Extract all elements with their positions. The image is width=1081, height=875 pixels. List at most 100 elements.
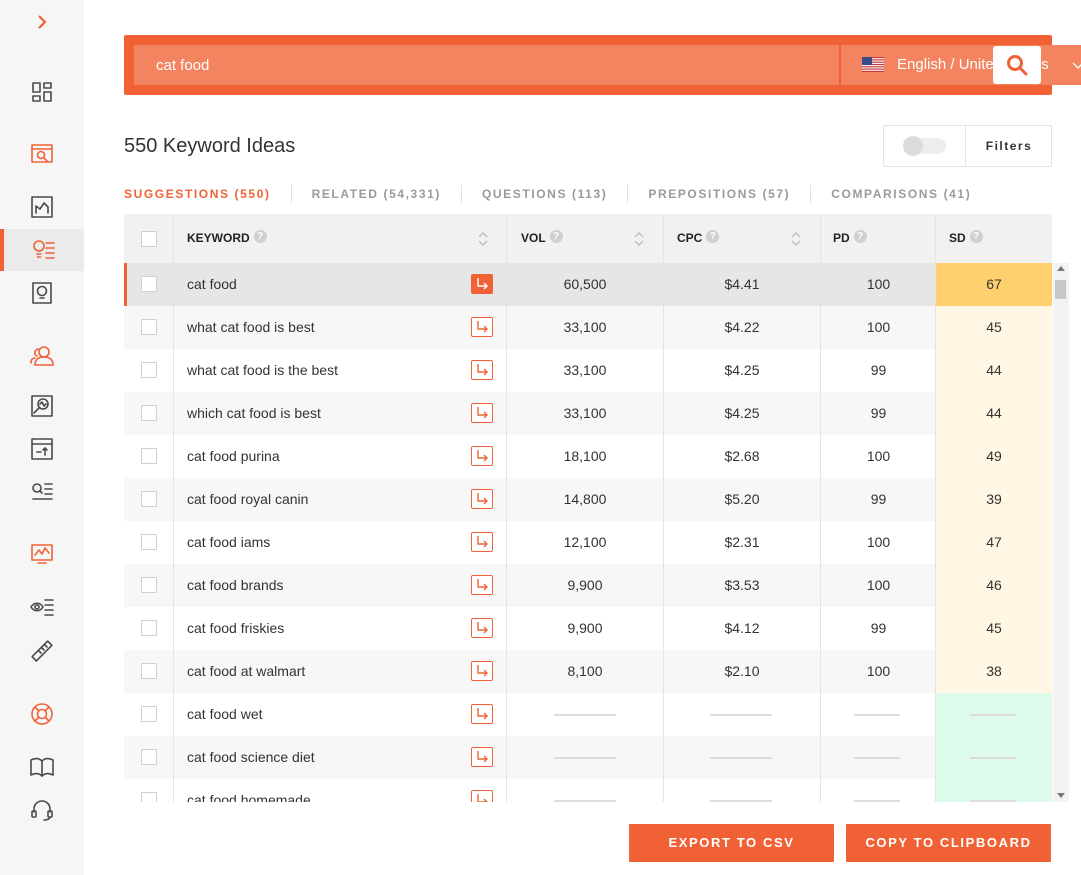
- sidebar-item-rank-tracker[interactable]: [0, 428, 84, 470]
- help-icon[interactable]: ?: [706, 230, 720, 244]
- help-icon[interactable]: ?: [253, 230, 267, 244]
- table-row[interactable]: cat food homemade: [124, 779, 1052, 802]
- table-row[interactable]: what cat food is the best 33,100 $4.25 99 44: [124, 349, 1052, 392]
- sidebar-item-backlinks[interactable]: [0, 385, 84, 427]
- keyword-cell[interactable]: cat food friskies: [187, 620, 285, 636]
- table-row[interactable]: which cat food is best 33,100 $4.25 99 44: [124, 392, 1052, 435]
- use-keyword-button[interactable]: [471, 532, 493, 552]
- tab-comparisons[interactable]: COMPARISONS (41): [831, 187, 972, 201]
- column-header-keyword[interactable]: KEYWORD?: [187, 214, 267, 263]
- table-row[interactable]: cat food at walmart 8,100 $2.10 100 38: [124, 650, 1052, 693]
- row-checkbox[interactable]: [141, 620, 157, 636]
- keyword-cell[interactable]: cat food royal canin: [187, 491, 309, 507]
- sidebar-item-eye-list[interactable]: [0, 586, 84, 628]
- sidebar-item-keyword-ideas[interactable]: [0, 229, 84, 271]
- tab-related[interactable]: RELATED (54,331): [311, 187, 441, 201]
- keyword-search-input[interactable]: [134, 45, 839, 85]
- table-row[interactable]: cat food wet: [124, 693, 1052, 736]
- use-keyword-button[interactable]: [471, 747, 493, 767]
- sidebar-item-dashboard[interactable]: [0, 71, 84, 113]
- keyword-cell[interactable]: what cat food is best: [187, 319, 315, 335]
- keyword-cell[interactable]: cat food homemade: [187, 792, 311, 802]
- sidebar-item-content-ideas[interactable]: [0, 272, 84, 314]
- sidebar-item-help[interactable]: [0, 789, 84, 831]
- table-row[interactable]: cat food royal canin 14,800 $5.20 99 39: [124, 478, 1052, 521]
- use-keyword-button[interactable]: [471, 317, 493, 337]
- select-all-checkbox[interactable]: [141, 231, 157, 247]
- row-checkbox[interactable]: [141, 276, 157, 292]
- table-row[interactable]: what cat food is best 33,100 $4.22 100 45: [124, 306, 1052, 349]
- keyword-cell[interactable]: cat food at walmart: [187, 663, 306, 679]
- sort-icon[interactable]: [478, 231, 488, 247]
- use-keyword-button[interactable]: [471, 274, 493, 294]
- filters-toggle[interactable]: [903, 136, 946, 156]
- scroll-up-icon[interactable]: [1057, 266, 1065, 271]
- keyword-cell[interactable]: cat food iams: [187, 534, 271, 550]
- sidebar-item-traffic-analyzer[interactable]: [0, 186, 84, 228]
- tab-suggestions[interactable]: SUGGESTIONS (550): [124, 187, 271, 201]
- row-checkbox[interactable]: [141, 448, 157, 464]
- use-keyword-button[interactable]: [471, 790, 493, 802]
- row-checkbox[interactable]: [141, 319, 157, 335]
- sort-icon[interactable]: [791, 231, 801, 247]
- use-keyword-button[interactable]: [471, 704, 493, 724]
- row-checkbox[interactable]: [141, 706, 157, 722]
- keyword-cell[interactable]: cat food wet: [187, 706, 263, 722]
- filters-button[interactable]: Filters: [985, 139, 1033, 153]
- sidebar-item-ruler[interactable]: [0, 630, 84, 672]
- language-select[interactable]: English / United States: [841, 45, 1081, 85]
- row-checkbox[interactable]: [141, 362, 157, 378]
- scroll-down-icon[interactable]: [1057, 793, 1065, 798]
- table-row[interactable]: cat food science diet: [124, 736, 1052, 779]
- export-csv-button[interactable]: EXPORT TO CSV: [629, 824, 834, 862]
- row-checkbox[interactable]: [141, 405, 157, 421]
- column-header-sd[interactable]: SD?: [949, 214, 983, 263]
- help-icon[interactable]: ?: [549, 230, 563, 244]
- copy-clipboard-button[interactable]: COPY TO CLIPBOARD: [846, 824, 1051, 862]
- tab-prepositions[interactable]: PREPOSITIONS (57): [648, 187, 791, 201]
- sidebar-item-list-search[interactable]: [0, 471, 84, 513]
- row-checkbox[interactable]: [141, 577, 157, 593]
- help-icon[interactable]: ?: [969, 230, 983, 244]
- column-header-vol[interactable]: VOL?: [521, 214, 563, 263]
- expand-sidebar-button[interactable]: [28, 8, 56, 36]
- sidebar-item-site-audit[interactable]: [0, 133, 84, 175]
- keyword-cell[interactable]: cat food science diet: [187, 749, 315, 765]
- row-checkbox[interactable]: [141, 792, 157, 802]
- help-icon[interactable]: ?: [853, 230, 867, 244]
- row-checkbox[interactable]: [141, 491, 157, 507]
- use-keyword-button[interactable]: [471, 575, 493, 595]
- use-keyword-button[interactable]: [471, 661, 493, 681]
- scroll-thumb[interactable]: [1055, 280, 1066, 299]
- use-keyword-button[interactable]: [471, 403, 493, 423]
- row-checkbox[interactable]: [141, 749, 157, 765]
- table-row[interactable]: cat food friskies 9,900 $4.12 99 45: [124, 607, 1052, 650]
- sidebar-item-users[interactable]: [0, 335, 84, 377]
- column-header-pd[interactable]: PD?: [833, 214, 867, 263]
- sidebar-item-support[interactable]: [0, 693, 84, 735]
- keyword-cell[interactable]: which cat food is best: [187, 405, 321, 421]
- sort-icon[interactable]: [634, 231, 644, 247]
- sidebar-item-chart-monitor[interactable]: [0, 533, 84, 575]
- keyword-cell[interactable]: cat food: [187, 276, 237, 292]
- sidebar-item-guide[interactable]: [0, 746, 84, 788]
- table-row[interactable]: cat food brands 9,900 $3.53 100 46: [124, 564, 1052, 607]
- table-row[interactable]: cat food 60,500 $4.41 100 67: [124, 263, 1052, 306]
- keyword-cell[interactable]: cat food purina: [187, 448, 280, 464]
- cpc-cell: $4.25: [724, 362, 760, 378]
- row-checkbox[interactable]: [141, 534, 157, 550]
- table-row[interactable]: cat food purina 18,100 $2.68 100 49: [124, 435, 1052, 478]
- table-row[interactable]: cat food iams 12,100 $2.31 100 47: [124, 521, 1052, 564]
- row-checkbox[interactable]: [141, 663, 157, 679]
- divider: [820, 214, 821, 802]
- use-keyword-button[interactable]: [471, 618, 493, 638]
- table-scrollbar[interactable]: [1053, 263, 1069, 802]
- use-keyword-button[interactable]: [471, 446, 493, 466]
- tab-questions[interactable]: QUESTIONS (113): [481, 187, 608, 201]
- search-button[interactable]: [993, 46, 1041, 84]
- keyword-cell[interactable]: cat food brands: [187, 577, 284, 593]
- use-keyword-button[interactable]: [471, 489, 493, 509]
- keyword-cell[interactable]: what cat food is the best: [187, 362, 338, 378]
- column-header-cpc[interactable]: CPC?: [677, 214, 720, 263]
- use-keyword-button[interactable]: [471, 360, 493, 380]
